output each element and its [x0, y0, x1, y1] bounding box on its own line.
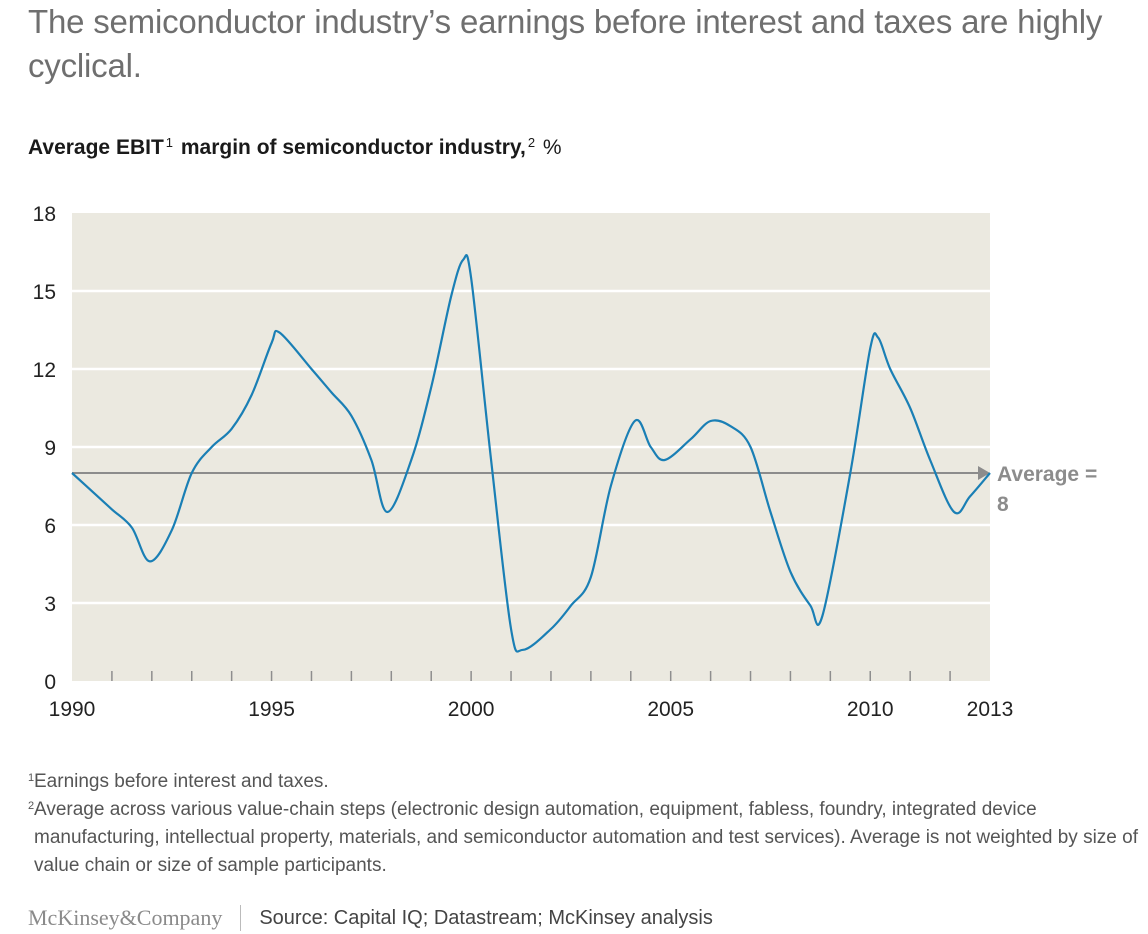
y-axis-labels: 0 3 6 9 12 15 18: [33, 203, 56, 694]
average-arrow-icon: [978, 466, 990, 480]
footnote-1: 1 Earnings before interest and taxes.: [28, 768, 1138, 796]
series-line-ebit-margin: [71, 254, 991, 653]
footer: McKinsey&Company Source: Capital IQ; Dat…: [28, 902, 713, 934]
x-minor-ticks: [111, 671, 951, 681]
footnote-text-2: Average across various value-chain steps…: [34, 799, 1138, 876]
x-tick-label-1995: 1995: [248, 698, 295, 721]
footnote-2: 2 Average across various value-chain step…: [28, 796, 1138, 880]
y-tick-label-9: 9: [44, 437, 56, 460]
subtitle-bold-2: margin of semiconductor industry,: [175, 136, 526, 159]
x-tick-label-2005: 2005: [647, 698, 694, 721]
subtitle-unit: %: [537, 136, 562, 159]
footnote-ref-2: 2: [527, 135, 536, 150]
average-label-line2: 8: [997, 493, 1009, 516]
headline: The semiconductor industry’s earnings be…: [28, 3, 1103, 84]
line-chart: 0 3 6 9 12 15 18 1990 1995 2000 2005 2010 2013 Aver…: [33, 203, 1098, 721]
x-tick-label-2010: 2010: [847, 698, 894, 721]
footer-divider: [240, 905, 242, 931]
chart-subtitle: Average EBIT 1 margin of semiconductor in…: [28, 135, 562, 160]
footnote-text-1: Earnings before interest and taxes.: [34, 771, 329, 792]
y-tick-label-12: 12: [33, 359, 56, 382]
source-text: Source: Capital IQ; Datastream; McKinsey…: [259, 906, 713, 929]
x-tick-label-2000: 2000: [448, 698, 495, 721]
footnote-marker-1: 1: [28, 772, 35, 784]
y-tick-label-3: 3: [44, 593, 56, 616]
average-label-line1: Average =: [997, 463, 1097, 486]
mckinsey-logo: McKinsey&Company: [28, 905, 223, 930]
footnote-marker-2: 2: [28, 800, 35, 812]
footnotes: 1 Earnings before interest and taxes. 2 Av…: [28, 768, 1138, 880]
x-tick-label-2013: 2013: [967, 698, 1014, 721]
y-tick-label-15: 15: [33, 281, 56, 304]
x-tick-label-1990: 1990: [49, 698, 96, 721]
y-tick-label-18: 18: [33, 203, 56, 226]
y-tick-label-0: 0: [44, 671, 56, 694]
subtitle-bold-1: Average EBIT: [28, 136, 164, 159]
gridlines: [72, 289, 990, 605]
x-axis-labels: 1990 1995 2000 2005 2010 2013: [49, 698, 1014, 721]
footnote-ref-1: 1: [165, 135, 174, 150]
y-tick-label-6: 6: [44, 515, 56, 538]
